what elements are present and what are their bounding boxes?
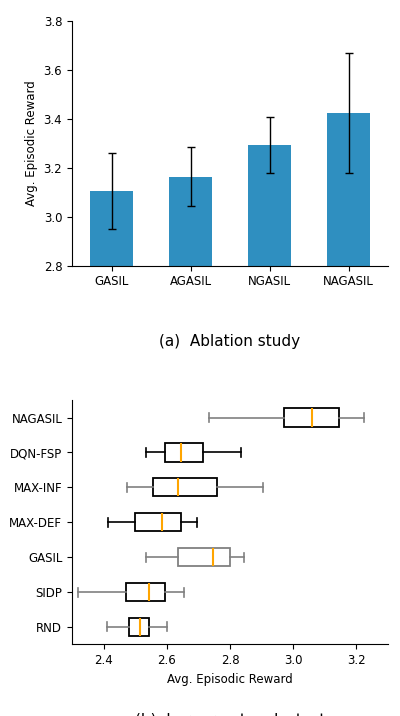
Bar	[90, 191, 133, 716]
PathPatch shape	[152, 478, 217, 496]
PathPatch shape	[284, 409, 339, 427]
Text: (b)  Larger networks test: (b) Larger networks test	[135, 713, 325, 716]
PathPatch shape	[178, 548, 230, 566]
Bar	[327, 113, 370, 716]
Bar	[169, 177, 212, 716]
PathPatch shape	[165, 443, 203, 462]
PathPatch shape	[135, 513, 181, 531]
PathPatch shape	[126, 583, 165, 601]
Text: (a)  Ablation study: (a) Ablation study	[160, 334, 300, 349]
Y-axis label: Avg. Episodic Reward: Avg. Episodic Reward	[25, 81, 38, 206]
Bar	[248, 145, 291, 716]
X-axis label: Avg. Episodic Reward: Avg. Episodic Reward	[167, 672, 293, 686]
PathPatch shape	[129, 618, 150, 636]
